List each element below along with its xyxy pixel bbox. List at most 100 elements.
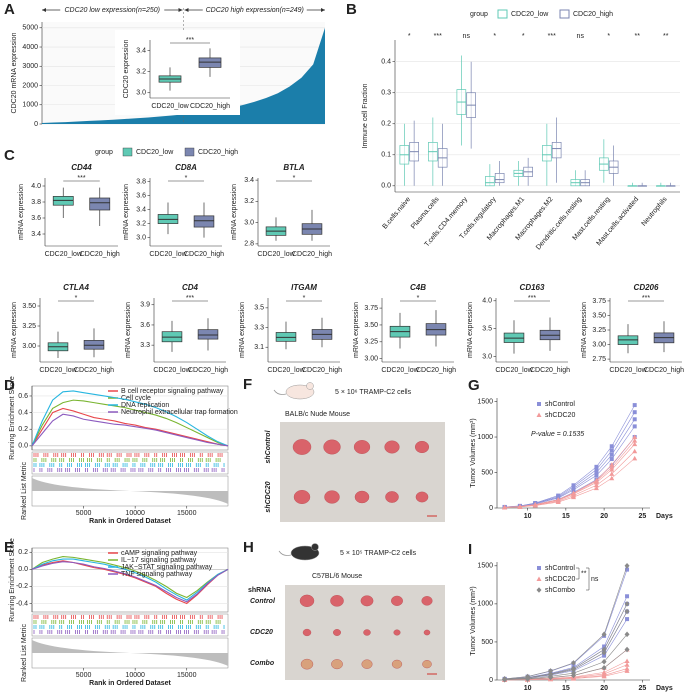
growth-line: [504, 603, 628, 680]
y-tick-label: 2.8: [244, 241, 254, 248]
significance: ***: [186, 37, 194, 44]
tumor: [391, 595, 403, 606]
significance: ***: [186, 295, 194, 302]
x-tick-label: 15000: [177, 510, 197, 517]
x-tick-label: CDC20_high: [188, 367, 228, 374]
tumor: [293, 490, 311, 505]
tumor: [361, 659, 373, 669]
chart-title: CTLA4: [63, 283, 89, 292]
panel-label: C: [4, 147, 15, 164]
legend-label: CDC20_high: [573, 11, 613, 18]
tumor: [422, 660, 432, 669]
row-label: Combo: [250, 660, 275, 667]
growth-line: [504, 440, 635, 508]
annotation: P-value = 0.1535: [531, 431, 584, 438]
legend-marker: [536, 587, 542, 593]
x-tick-label: CDC20_low: [609, 367, 647, 374]
y-tick-label: 3.0: [244, 219, 254, 226]
point: [548, 668, 554, 674]
y-tick-label: 3.75: [592, 298, 606, 305]
panel-label: D: [4, 377, 15, 394]
legend-label: B cell receptor signaling pathway: [121, 388, 224, 395]
y-tick-label: 500: [481, 469, 493, 476]
point: [609, 444, 614, 449]
es-line: [31, 555, 229, 599]
growth-line: [504, 611, 628, 680]
y-tick-label: 3.50: [592, 312, 606, 319]
legend-label: IL−17 signaling pathway: [121, 557, 197, 564]
panel-label: H: [243, 539, 254, 556]
y-axis-label: mRNA expression: [125, 302, 132, 358]
chart-title: CD44: [71, 163, 92, 172]
box-body: [197, 329, 219, 340]
label-bg: [60, 5, 165, 15]
mouse-tail: [273, 389, 287, 395]
legend-marker: [537, 402, 541, 406]
point: [593, 482, 599, 488]
y-axis-label: mRNA expression: [123, 184, 130, 240]
y-tick-label: 3.4: [31, 231, 41, 238]
y-tick-label: 3.6: [140, 322, 150, 329]
mouse-ear: [311, 543, 319, 551]
y-axis-label: Immune cell Fraction: [362, 83, 369, 148]
y-tick-label: 2.75: [592, 356, 606, 363]
point: [525, 676, 531, 682]
tumor: [299, 594, 315, 607]
y-tick-label: 0.2: [18, 549, 28, 556]
significance: *: [303, 295, 306, 302]
y-axis-label: Tumor Volumes (mm³): [470, 586, 477, 655]
y-tick-label: 3.00: [592, 341, 606, 348]
point: [632, 434, 638, 440]
es-line: [31, 558, 229, 601]
y-tick-label: 500: [481, 639, 493, 646]
tumor: [330, 595, 344, 607]
x-tick-label: CDC20_low: [153, 367, 191, 374]
x-tick-label: 5000: [76, 672, 92, 679]
growth-line: [504, 649, 628, 680]
ranked-metric: [32, 478, 228, 504]
legend-label: shControl: [545, 565, 575, 572]
label-bg: [202, 5, 307, 15]
es-line: [31, 407, 229, 447]
mouse-icon: [285, 384, 315, 400]
y-tick-label: 1000: [477, 434, 493, 441]
significance: *: [75, 295, 78, 302]
y-tick-label: 3.9: [140, 302, 150, 309]
barcode-frame: [31, 451, 229, 475]
significance: ***: [434, 33, 442, 40]
y-tick-label: 1500: [477, 563, 493, 570]
x-axis-label: Rank in Ordered Dataset: [89, 680, 171, 687]
point: [624, 601, 630, 607]
x-tick-label: CDC20_high: [190, 103, 230, 110]
mouse-label: BALB/c Nude Mouse: [285, 411, 350, 418]
y-axis-label-2: Ranked List Metric: [21, 624, 28, 682]
tumor: [353, 440, 371, 454]
barcode-frame: [31, 613, 229, 637]
y-tick-label: 1000: [477, 601, 493, 608]
x-tick-label: 20: [600, 513, 608, 520]
significance: **: [635, 33, 641, 40]
point: [632, 438, 638, 443]
legend-label: Cell cycle: [121, 395, 151, 402]
cells-label: 5 × 10⁶ TRAMP-C2 cells: [335, 389, 412, 396]
es-line: [31, 399, 229, 447]
x-tick-label: CDC20_high: [644, 367, 684, 374]
point: [625, 567, 630, 572]
significance: ns: [591, 576, 599, 583]
panel-label: E: [4, 539, 14, 556]
significance: *: [607, 33, 610, 40]
x-tick-label: CDC20_low: [45, 251, 83, 258]
y-tick-label: 3.0: [136, 90, 146, 97]
point: [548, 674, 554, 681]
x-tick-label: B.cells.naive: [382, 196, 413, 231]
point: [502, 676, 508, 683]
tumor: [393, 629, 401, 636]
tumor: [292, 439, 312, 455]
inset-bg: [115, 30, 240, 115]
y-axis-label: mRNA expression: [231, 184, 238, 240]
panel-label: A: [4, 1, 15, 18]
legend-label: shControl: [545, 401, 575, 408]
chart-title: CD163: [520, 283, 545, 292]
point: [601, 673, 607, 679]
es-line: [31, 390, 229, 447]
